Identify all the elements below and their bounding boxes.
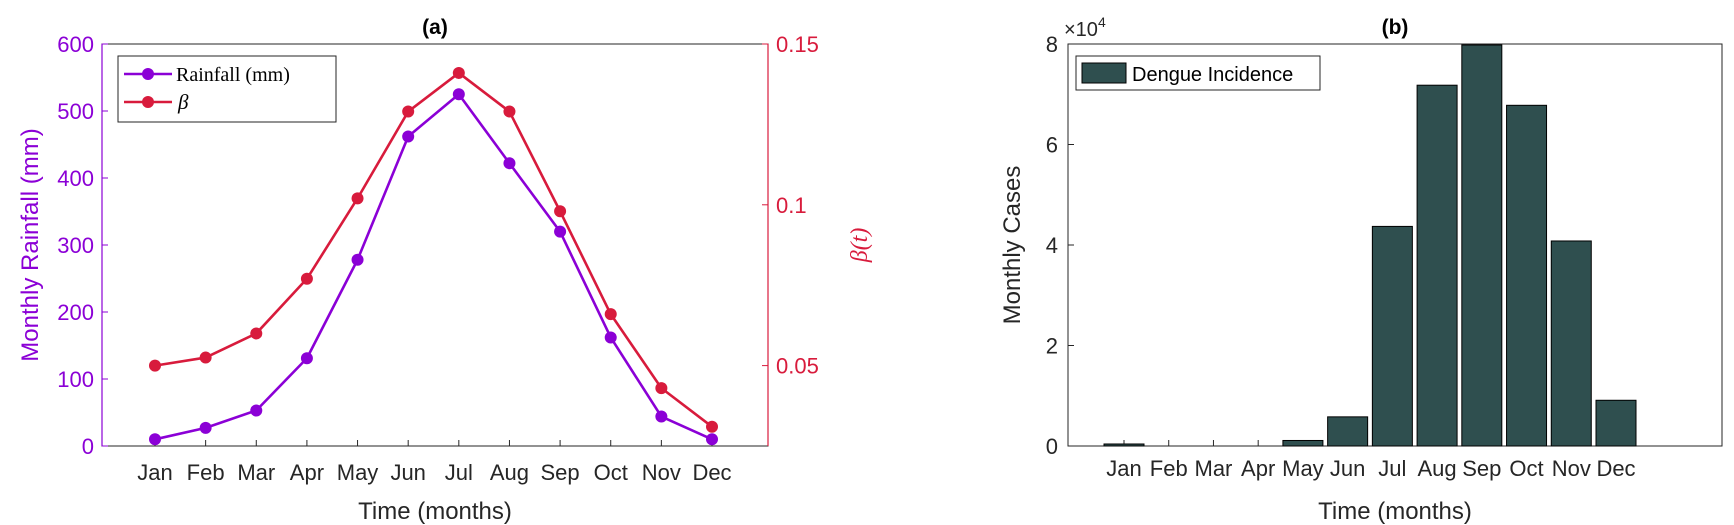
legend-rainfall-label: Rainfall (mm) bbox=[176, 64, 290, 86]
x-tick-label: Jan bbox=[1106, 456, 1141, 481]
bar-jan bbox=[1103, 443, 1145, 447]
panel-b-exponent-base: ×10 bbox=[1064, 19, 1098, 41]
y-tick-label: 6 bbox=[1046, 133, 1058, 158]
x-tick-label: Feb bbox=[1150, 456, 1188, 481]
panel-b-exponent: ×104 bbox=[1064, 14, 1106, 41]
x-tick-label: Apr bbox=[290, 460, 324, 485]
rainfall-point bbox=[250, 404, 263, 417]
x-tick-label: Jul bbox=[1378, 456, 1406, 481]
panel-a: (a) Time (months) Monthly Rainfall (mm) … bbox=[17, 16, 873, 525]
bar-dec bbox=[1595, 399, 1637, 447]
panel-b-title: (b) bbox=[1382, 16, 1409, 39]
left-y-tick-label: 0 bbox=[82, 434, 94, 459]
bar-oct bbox=[1506, 104, 1548, 447]
panel-b-exponent-power: 4 bbox=[1098, 14, 1106, 30]
beta-point bbox=[452, 66, 465, 79]
panel-a-title: (a) bbox=[422, 16, 448, 39]
rainfall-point bbox=[503, 157, 516, 170]
x-tick-label: Apr bbox=[1241, 456, 1275, 481]
right-y-tick-label: 0.05 bbox=[776, 354, 819, 379]
panel-b: (b) Time (months) Monthly Cases ×104 Den… bbox=[999, 14, 1723, 525]
beta-point bbox=[351, 192, 364, 205]
beta-point bbox=[604, 308, 617, 321]
beta-point bbox=[402, 105, 415, 118]
panel-a-marks: 0 100 200 300 400 500 600 0.05 0.1 0.15 Jan Feb Mar A… bbox=[57, 32, 819, 485]
rainfall-point bbox=[706, 433, 718, 446]
legend-rainfall-marker bbox=[142, 68, 154, 80]
legend-dengue-label: Dengue Incidence bbox=[1132, 64, 1293, 86]
rainfall-point bbox=[554, 225, 567, 238]
bar-jun bbox=[1327, 416, 1369, 447]
rainfall-point bbox=[402, 130, 415, 143]
rainfall-point bbox=[199, 421, 212, 434]
x-tick-label: Jul bbox=[445, 460, 473, 485]
x-tick-label: Aug bbox=[1418, 456, 1457, 481]
series-line-rainfall bbox=[154, 92, 713, 441]
bar-nov bbox=[1550, 240, 1592, 447]
beta-point bbox=[199, 351, 212, 364]
bar-sep bbox=[1461, 44, 1503, 447]
x-tick-label: Mar bbox=[237, 460, 275, 485]
panel-b-x-label: Time (months) bbox=[1318, 498, 1472, 525]
right-y-tick-label: 0.1 bbox=[776, 193, 807, 218]
y-tick-label: 2 bbox=[1046, 334, 1058, 359]
left-y-tick-label: 400 bbox=[57, 166, 94, 191]
x-tick-label: Dec bbox=[692, 460, 731, 485]
panel-a-y-label-right: β(t) bbox=[847, 228, 873, 264]
panel-a-legend: Rainfall (mm) β bbox=[117, 55, 337, 123]
x-tick-label: Dec bbox=[1596, 456, 1635, 481]
panel-a-y-label-left: Monthly Rainfall (mm) bbox=[17, 128, 44, 361]
rainfall-point bbox=[351, 253, 364, 266]
x-tick-label: May bbox=[1282, 456, 1324, 481]
y-tick-label: 8 bbox=[1046, 32, 1058, 57]
beta-point bbox=[149, 359, 161, 372]
legend-beta-label: β bbox=[177, 90, 189, 114]
x-tick-label: Aug bbox=[490, 460, 529, 485]
y-tick-label: 0 bbox=[1046, 434, 1058, 459]
rainfall-point bbox=[300, 352, 313, 365]
x-tick-label: Mar bbox=[1195, 456, 1233, 481]
left-y-tick-label: 200 bbox=[57, 300, 94, 325]
x-tick-label: Feb bbox=[187, 460, 225, 485]
left-y-tick-label: 100 bbox=[57, 367, 94, 392]
bar-jul bbox=[1371, 225, 1413, 447]
panel-b-y-label: Monthly Cases bbox=[999, 166, 1026, 325]
legend-beta-marker bbox=[142, 96, 154, 108]
x-tick-label: Sep bbox=[541, 460, 580, 485]
bar-may bbox=[1282, 439, 1324, 447]
x-tick-label: Oct bbox=[594, 460, 628, 485]
rainfall-point bbox=[604, 331, 617, 344]
x-tick-label: Nov bbox=[1552, 456, 1591, 481]
left-y-tick-label: 300 bbox=[57, 233, 94, 258]
x-tick-label: May bbox=[337, 460, 379, 485]
rainfall-point bbox=[149, 433, 161, 446]
rainfall-point bbox=[452, 88, 465, 101]
x-tick-label: Jun bbox=[390, 460, 425, 485]
beta-point bbox=[300, 272, 313, 285]
rainfall-point bbox=[655, 410, 668, 423]
x-tick-label: Oct bbox=[1509, 456, 1543, 481]
panel-b-legend: Dengue Incidence bbox=[1075, 55, 1321, 91]
x-tick-label: Jun bbox=[1330, 456, 1365, 481]
x-tick-label: Sep bbox=[1462, 456, 1501, 481]
x-tick-label: Jan bbox=[137, 460, 172, 485]
beta-point bbox=[706, 420, 718, 433]
beta-point bbox=[554, 205, 567, 218]
beta-point bbox=[655, 382, 668, 395]
x-tick-label: Nov bbox=[642, 460, 681, 485]
left-y-tick-label: 600 bbox=[57, 32, 94, 57]
right-y-tick-label: 0.15 bbox=[776, 32, 819, 57]
y-tick-label: 4 bbox=[1046, 233, 1058, 258]
left-y-tick-label: 500 bbox=[57, 99, 94, 124]
panel-a-x-label: Time (months) bbox=[358, 498, 512, 525]
series-line-beta bbox=[154, 71, 713, 428]
bar-aug bbox=[1416, 84, 1458, 447]
panel-a-legend-box bbox=[117, 55, 337, 123]
legend-dengue-swatch bbox=[1081, 62, 1127, 84]
beta-point bbox=[503, 105, 516, 118]
beta-point bbox=[250, 327, 263, 340]
